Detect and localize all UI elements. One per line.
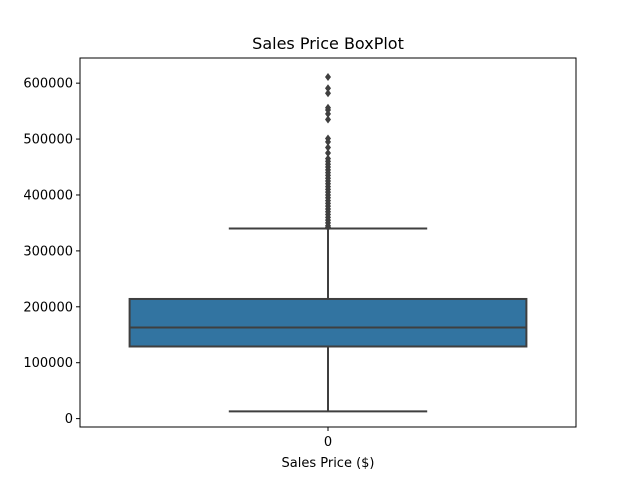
x-tick-label: 0 (324, 435, 332, 450)
outlier-point (325, 115, 331, 124)
outlier-point (325, 143, 331, 152)
y-tick-label: 500000 (23, 133, 73, 148)
y-tick-label: 300000 (23, 244, 73, 259)
outlier-point (325, 89, 331, 98)
chart-title: Sales Price BoxPlot (252, 34, 404, 53)
y-tick-label: 400000 (23, 188, 73, 203)
plot-layer: 0 100000 200000 300000 400000 500000 600000 0 (23, 57, 577, 450)
outlier-point (325, 73, 331, 82)
outlier-point (325, 84, 331, 93)
outlier-point (325, 103, 331, 112)
y-tick-label: 100000 (23, 356, 73, 371)
plot-frame (79, 57, 577, 428)
outlier-point (325, 149, 331, 158)
y-tick-label: 0 (65, 412, 73, 427)
outlier-point (325, 134, 331, 143)
x-axis-label: Sales Price ($) (282, 456, 375, 471)
y-tick-label: 200000 (23, 300, 73, 315)
outlier-point (325, 154, 331, 163)
y-tick-label: 600000 (23, 77, 73, 92)
iqr-box (128, 297, 528, 348)
